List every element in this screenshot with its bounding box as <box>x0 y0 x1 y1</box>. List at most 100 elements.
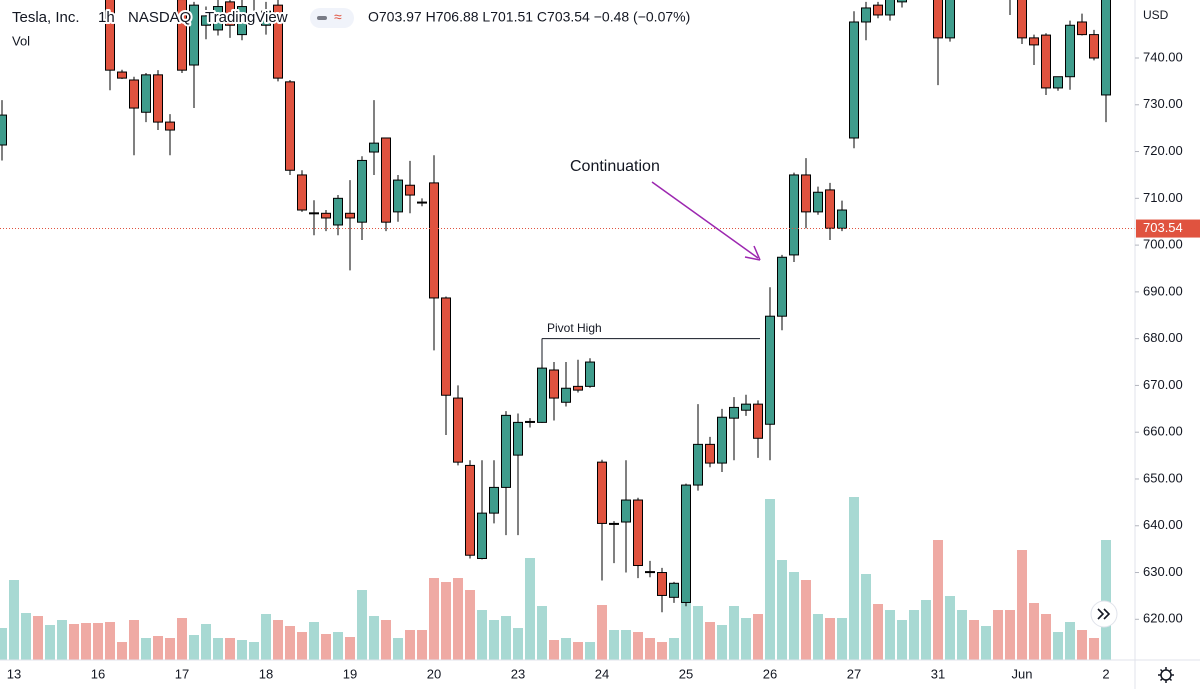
x-tick-label: 2 <box>1102 666 1109 681</box>
volume-bar <box>693 606 703 660</box>
candle-body <box>285 81 295 171</box>
candle-body <box>801 174 811 213</box>
volume-bar <box>501 616 511 660</box>
volume-bar <box>45 625 55 660</box>
settings-button[interactable] <box>1158 667 1174 683</box>
candle-body <box>837 209 847 229</box>
candle-body <box>321 212 331 219</box>
x-tick-label: 17 <box>175 666 189 681</box>
ohlc-legend: O703.97 H706.88 L701.51 C703.54 −0.48 (−… <box>368 9 690 25</box>
volume-bar <box>261 614 271 660</box>
volume-bar <box>309 622 319 660</box>
volume-bar <box>801 580 811 660</box>
volume-bar <box>609 630 619 660</box>
volume-bar <box>645 638 655 660</box>
volume-bar <box>285 626 295 660</box>
volume-bar <box>57 620 67 660</box>
candle-body <box>345 212 355 219</box>
candle-body <box>537 367 547 423</box>
x-tick-label: 16 <box>91 666 105 681</box>
volume-bar <box>189 635 199 660</box>
volume-bar <box>873 604 883 660</box>
candle-body <box>297 174 307 211</box>
candle-body <box>201 15 211 26</box>
candle-body <box>393 179 403 213</box>
pill-icon <box>317 16 327 20</box>
y-tick-label: 680.00 <box>1143 330 1183 345</box>
y-tick-label: 700.00 <box>1143 237 1183 252</box>
candle-body <box>105 0 115 71</box>
candle-body <box>525 420 535 423</box>
x-tick-label: 23 <box>511 666 525 681</box>
candle-body <box>1101 0 1111 96</box>
y-tick-label: 730.00 <box>1143 96 1183 111</box>
candle-body <box>933 0 943 39</box>
candle-body <box>333 197 343 226</box>
volume-bar <box>141 638 151 660</box>
interval: 1h <box>98 9 115 26</box>
y-tick-label: 620.00 <box>1143 611 1183 626</box>
volume-bar <box>93 623 103 660</box>
candle-body <box>1041 34 1051 89</box>
y-tick-label: 670.00 <box>1143 377 1183 392</box>
exchange: NASDAQ <box>128 9 191 26</box>
annotation-arrow <box>651 181 759 259</box>
volume-bar <box>33 616 43 660</box>
volume-bar <box>369 616 379 660</box>
volume-bar <box>477 610 487 660</box>
volume-bar <box>177 618 187 660</box>
volume-bar <box>549 640 559 660</box>
candle-body <box>357 159 367 223</box>
volume-bar <box>21 613 31 660</box>
candle-body <box>873 4 883 16</box>
candle-body <box>669 582 679 598</box>
x-tick-label: Jun <box>1012 666 1033 681</box>
candle-body <box>1029 37 1039 46</box>
candle-body <box>153 74 163 123</box>
annotation-text: Continuation <box>570 158 660 175</box>
currency: USD <box>1143 8 1169 22</box>
volume-bar <box>573 642 583 660</box>
volume-bar <box>825 618 835 660</box>
volume-bar <box>909 610 919 660</box>
candle-body <box>705 443 715 464</box>
volume-bar <box>513 628 523 660</box>
volume-bar <box>417 630 427 660</box>
gear-teeth <box>1158 667 1174 683</box>
volume-bar <box>753 614 763 660</box>
volume-bar <box>1053 632 1063 660</box>
volume-bar <box>1029 603 1039 660</box>
volume-bar <box>1089 638 1099 660</box>
volume-bar <box>897 620 907 660</box>
volume-bar <box>741 618 751 660</box>
y-tick-label: 650.00 <box>1143 470 1183 485</box>
header: Tesla, Inc. 1h NASDAQ TradingView ≈ O703… <box>10 7 692 51</box>
candle-body <box>189 4 199 66</box>
volume-bar <box>981 626 991 660</box>
scroll-button[interactable] <box>1090 600 1118 628</box>
volume-bar <box>0 628 7 660</box>
volume-bar <box>969 620 979 660</box>
volume-bar <box>933 540 943 660</box>
source: TradingView <box>205 9 288 26</box>
candle-body <box>729 406 739 419</box>
volume-bar <box>885 610 895 660</box>
volume-bar <box>945 596 955 660</box>
volume-bar <box>525 558 535 660</box>
y-tick-label: 720.00 <box>1143 143 1183 158</box>
candle-body <box>753 403 763 439</box>
volume-bar <box>1065 622 1075 660</box>
volume-bar <box>621 630 631 660</box>
x-tick-label: 18 <box>259 666 273 681</box>
volume-bar <box>213 638 223 660</box>
x-tick-label: 13 <box>7 666 21 681</box>
candle-body <box>309 212 319 215</box>
volume-bar <box>441 582 451 660</box>
candle-body <box>141 74 151 113</box>
candle-body <box>441 297 451 396</box>
volume-bar <box>657 642 667 660</box>
indicator-pill[interactable] <box>310 8 354 28</box>
volume-bar <box>921 600 931 660</box>
candle-body <box>777 256 787 317</box>
